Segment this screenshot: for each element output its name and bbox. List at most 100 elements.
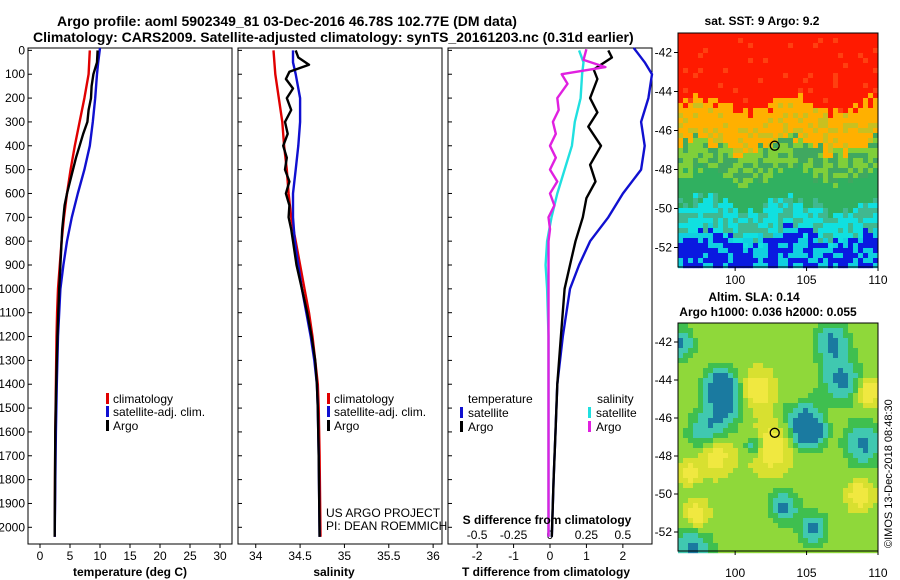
map-cell (858, 513, 864, 519)
map-cell (743, 353, 749, 359)
map-cell (838, 163, 844, 169)
map-cell (778, 433, 784, 439)
map-cell (728, 463, 734, 469)
map-cell (688, 493, 694, 499)
map-cell (873, 368, 879, 374)
map-cell (868, 453, 874, 459)
map-cell (873, 508, 879, 514)
map-cell (718, 168, 724, 174)
map-cell (718, 223, 724, 229)
map-cell (758, 453, 764, 459)
map-cell (783, 233, 789, 239)
map-cell (833, 33, 839, 39)
map-cell (748, 73, 754, 79)
map-cell (713, 438, 719, 444)
map-cell (688, 153, 694, 159)
map-cell (688, 343, 694, 349)
map-cell (743, 473, 749, 479)
map-cell (783, 468, 789, 474)
map-cell (798, 453, 804, 459)
map-cell (858, 143, 864, 149)
legend-label-satellite: satellite-adj. clim. (113, 405, 205, 419)
map-cell (698, 243, 704, 249)
map-cell (813, 243, 819, 249)
map-cell (678, 383, 684, 389)
map-cell (798, 173, 804, 179)
map-cell (728, 48, 734, 54)
map-cell (688, 523, 694, 529)
map-cell (813, 338, 819, 344)
map-cell (838, 323, 844, 329)
map-cell (803, 138, 809, 144)
map-cell (768, 253, 774, 259)
map-cell (813, 473, 819, 479)
map-cell (873, 418, 879, 424)
map-cell (863, 353, 869, 359)
map-cell (733, 433, 739, 439)
map-cell (758, 538, 764, 544)
map-cell (843, 408, 849, 414)
map-cell (678, 43, 684, 49)
map-cell (843, 448, 849, 454)
map-cell (758, 533, 764, 539)
map-cell (828, 83, 834, 89)
map-cell (718, 533, 724, 539)
sla-map-title: Altim. SLA: 0.14 (708, 290, 800, 304)
depth-tick-label: 1900 (0, 496, 25, 510)
map-cell (838, 538, 844, 544)
map-cell (858, 423, 864, 429)
map-cell (758, 243, 764, 249)
map-cell (748, 243, 754, 249)
map-cell (848, 323, 854, 329)
map-cell (728, 473, 734, 479)
map-cell (678, 203, 684, 209)
map-cell (713, 128, 719, 134)
map-cell (713, 98, 719, 104)
map-cell (683, 33, 689, 39)
map-cell (748, 383, 754, 389)
map-cell (853, 498, 859, 504)
map-cell (838, 93, 844, 99)
map-cell (728, 508, 734, 514)
map-cell (728, 93, 734, 99)
map-cell (798, 348, 804, 354)
map-cell (753, 408, 759, 414)
map-cell (803, 233, 809, 239)
map-cell (853, 443, 859, 449)
map-cell (688, 208, 694, 214)
map-cell (803, 533, 809, 539)
map-cell (788, 508, 794, 514)
map-cell (798, 398, 804, 404)
map-cell (778, 473, 784, 479)
map-cell (873, 58, 879, 64)
map-cell (788, 78, 794, 84)
map-cell (808, 178, 814, 184)
map-cell (793, 153, 799, 159)
map-cell (773, 368, 779, 374)
map-cell (683, 448, 689, 454)
map-cell (733, 518, 739, 524)
map-cell (748, 238, 754, 244)
map-cell (778, 88, 784, 94)
map-cell (713, 423, 719, 429)
map-cell (703, 248, 709, 254)
map-cell (678, 88, 684, 94)
map-cell (683, 158, 689, 164)
map-cell (818, 483, 824, 489)
map-cell (828, 103, 834, 109)
map-cell (758, 133, 764, 139)
map-cell (718, 183, 724, 189)
map-cell (678, 498, 684, 504)
map-cell (773, 468, 779, 474)
map-cell (763, 353, 769, 359)
map-cell (813, 453, 819, 459)
map-cell (833, 148, 839, 154)
map-cell (753, 83, 759, 89)
map-cell (858, 458, 864, 464)
map-cell (733, 188, 739, 194)
map-cell (728, 53, 734, 59)
map-cell (753, 88, 759, 94)
map-cell (863, 148, 869, 154)
map-cell (768, 153, 774, 159)
map-cell (723, 258, 729, 264)
